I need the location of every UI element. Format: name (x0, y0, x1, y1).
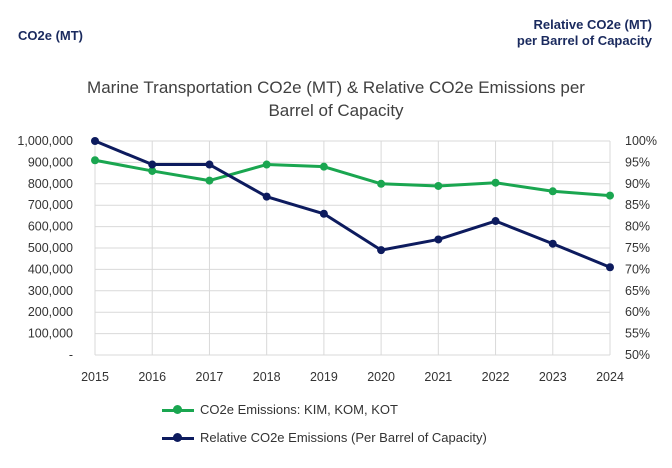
right-tick-label: 50% (625, 348, 650, 362)
x-tick-label: 2020 (367, 370, 395, 384)
left-tick-label: 900,000 (28, 155, 73, 169)
right-tick-label: 70% (625, 262, 650, 276)
right-axis-title: Relative CO2e (MT) per Barrel of Capacit… (517, 17, 652, 49)
left-tick-label: 200,000 (28, 305, 73, 319)
right-tick-label: 65% (625, 284, 650, 298)
data-point-relative (606, 263, 614, 272)
right-axis-title-line1: Relative CO2e (MT) (533, 17, 652, 32)
series-line-relative (94, 139, 611, 269)
data-point-co2e (319, 162, 328, 171)
legend-item-co2e: CO2e Emissions: KIM, KOM, KOT (162, 402, 398, 417)
data-point-co2e (148, 166, 157, 175)
data-point-co2e (91, 156, 99, 165)
right-tick-label: 95% (625, 155, 650, 169)
left-tick-label: 1,000,000 (17, 134, 73, 148)
x-tick-label: 2016 (138, 370, 166, 384)
data-point-relative (319, 209, 328, 218)
series-line-co2e (94, 158, 611, 198)
right-tick-label: 85% (625, 198, 650, 212)
data-point-relative (205, 160, 214, 169)
legend-marker-green (162, 404, 194, 416)
left-tick-label: 800,000 (28, 177, 73, 191)
left-tick-label: 700,000 (28, 198, 73, 212)
chart-title-line2: Barrel of Capacity (268, 101, 404, 120)
right-tick-label: 100% (625, 134, 657, 148)
data-point-relative (491, 217, 500, 226)
data-point-co2e (205, 176, 214, 185)
x-tick-label: 2017 (196, 370, 224, 384)
left-tick-label: 400,000 (28, 262, 73, 276)
left-tick-label: - (69, 348, 73, 362)
x-tick-label: 2023 (539, 370, 567, 384)
chart-title-line1: Marine Transportation CO2e (MT) & Relati… (87, 78, 585, 97)
right-tick-label: 90% (625, 177, 650, 191)
data-point-relative (148, 160, 157, 169)
legend-marker-navy (162, 432, 194, 444)
x-tick-label: 2021 (424, 370, 452, 384)
series-group (91, 137, 614, 272)
data-point-relative (377, 246, 386, 255)
legend-label-co2e: CO2e Emissions: KIM, KOM, KOT (200, 402, 398, 417)
chart-title: Marine Transportation CO2e (MT) & Relati… (0, 76, 672, 122)
gridlines (94, 140, 611, 356)
left-tick-label: 300,000 (28, 284, 73, 298)
left-tick-label: 600,000 (28, 220, 73, 234)
data-point-relative (434, 235, 443, 244)
data-point-co2e (434, 181, 443, 190)
x-tick-label: 2015 (81, 370, 109, 384)
data-point-relative (548, 239, 557, 248)
data-point-co2e (377, 179, 386, 188)
left-axis-title: CO2e (MT) (18, 28, 83, 43)
legend-item-relative: Relative CO2e Emissions (Per Barrel of C… (162, 430, 487, 445)
x-tick-label: 2024 (596, 370, 624, 384)
data-point-co2e (262, 160, 271, 169)
left-tick-label: 500,000 (28, 241, 73, 255)
right-tick-label: 60% (625, 305, 650, 319)
x-tick-label: 2022 (482, 370, 510, 384)
right-axis-ticks: 50% 55% 60% 65% 70% 75% 80% 85% 90% 95% 100% (625, 134, 657, 362)
data-point-co2e (548, 187, 557, 196)
x-axis-ticks: 2015 2016 2017 2018 2019 2020 2021 2022 2023 2024 (81, 370, 624, 384)
right-axis-title-line2: per Barrel of Capacity (516, 33, 652, 48)
right-tick-label: 80% (625, 220, 650, 234)
left-tick-label: 100,000 (28, 327, 73, 341)
left-axis-ticks: - 100,000 200,000 300,000 400,000 500,000 600,… (17, 134, 73, 362)
data-point-co2e (606, 191, 614, 200)
right-tick-label: 75% (625, 241, 650, 255)
x-tick-label: 2018 (253, 370, 281, 384)
legend-label-relative: Relative CO2e Emissions (Per Barrel of C… (200, 430, 487, 445)
right-tick-label: 55% (625, 327, 650, 341)
data-point-relative (262, 192, 271, 201)
data-point-relative (91, 137, 99, 145)
data-point-co2e (491, 178, 500, 187)
x-tick-label: 2019 (310, 370, 338, 384)
